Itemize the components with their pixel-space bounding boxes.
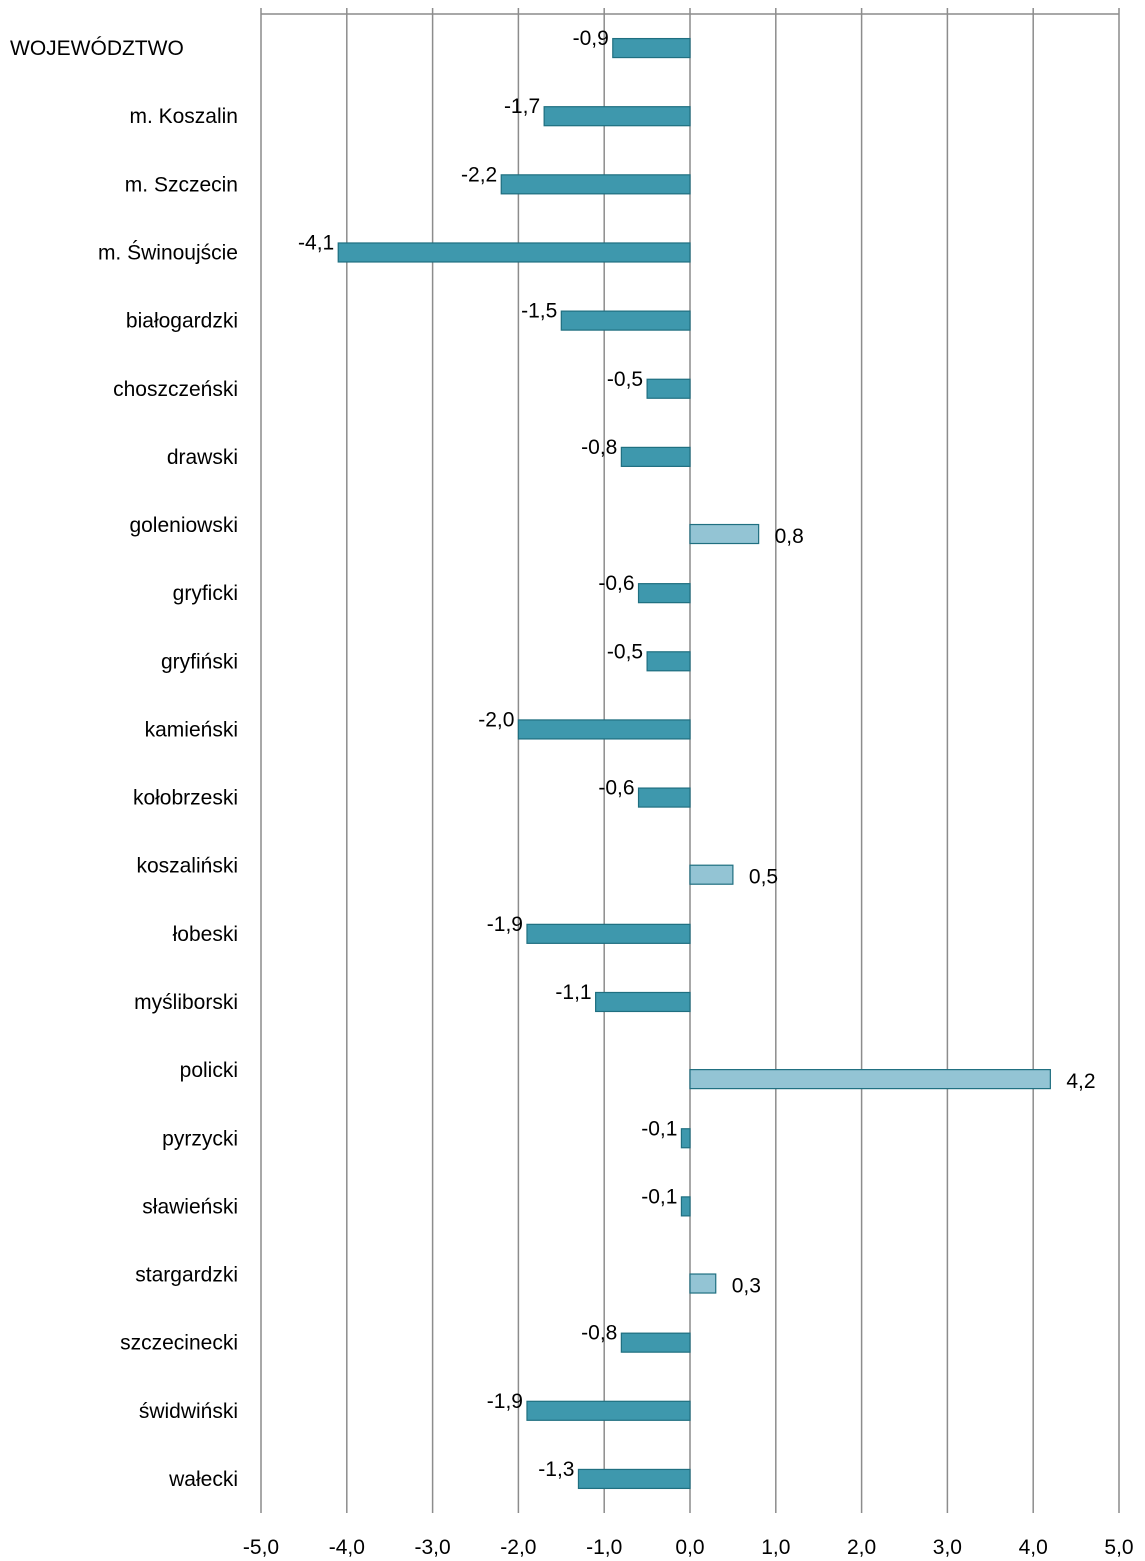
bar [646,378,691,399]
bar [526,923,691,944]
data-label: -0,8 [581,1322,617,1345]
category-label: policki [180,1059,238,1082]
bar [543,106,691,127]
category-labels: WOJEWÓDZTWO m. Koszalin m. Szczecin m. Świn… [10,37,238,1491]
bar [337,242,691,263]
data-label: 0,3 [732,1275,761,1298]
data-label: -2,2 [461,163,497,186]
data-label: -0,1 [641,1117,677,1140]
data-label: -1,3 [538,1458,574,1481]
bar [637,583,691,604]
data-label: -0,9 [573,27,609,50]
bar [680,1196,691,1217]
x-tick-label: 3,0 [933,1536,962,1559]
x-tick-label: -1,0 [586,1536,622,1559]
data-label: -0,5 [607,640,643,663]
bar [577,1468,691,1490]
bar [560,310,691,331]
category-label: drawski [167,446,238,469]
category-label: wałecki [168,1468,238,1491]
category-label: łobeski [173,923,238,946]
bar [689,523,760,545]
data-labels: -0,9 -1,7 -2,2 -4,1 -1,5 -0,5 -0,8 0,8 -0,6 -0,5 -… [298,27,1096,1481]
x-tick-label: -3,0 [415,1536,451,1559]
category-label: stargardzki [135,1264,238,1287]
category-label: gryficki [173,582,238,605]
data-label: -1,9 [487,1390,523,1413]
category-label: pyrzycki [162,1127,238,1150]
data-label: -0,5 [607,368,643,391]
data-label: -1,9 [487,913,523,936]
bar [689,1069,1051,1090]
data-label: -1,1 [555,981,591,1004]
category-label: koszaliński [136,855,238,878]
x-tick-label: 5,0 [1104,1536,1133,1559]
x-tick-label: -2,0 [500,1536,536,1559]
data-label: -0,1 [641,1185,677,1208]
x-tick-label: 2,0 [847,1536,876,1559]
data-label: -0,8 [581,436,617,459]
category-label: m. Koszalin [129,105,238,128]
category-label: świdwiński [139,1400,238,1423]
bar [689,864,734,885]
category-label: WOJEWÓDZTWO [10,37,184,60]
bar [517,719,691,740]
bar [620,446,691,467]
category-label: kamieński [145,718,238,741]
category-label: gryfiński [161,650,238,673]
x-tick-label: -4,0 [329,1536,365,1559]
bar [500,174,691,195]
bars [337,37,1051,1490]
bar [620,1332,691,1353]
x-tick-label: -5,0 [243,1536,279,1559]
data-label: -2,0 [478,708,514,731]
data-label: -0,6 [598,777,634,800]
data-label: -1,5 [521,300,557,323]
x-tick-label: 4,0 [1019,1536,1048,1559]
category-label: białogardzki [126,310,238,333]
data-label: -0,6 [598,572,634,595]
x-tick-label: 0,0 [675,1536,704,1559]
category-label: szczecinecki [120,1332,238,1355]
category-label: goleniowski [129,514,238,537]
category-label: m. Szczecin [125,173,238,196]
data-label: 0,8 [775,525,804,548]
bar [612,37,691,59]
data-label: 0,5 [749,866,778,889]
bar [646,651,691,672]
category-label: choszczeński [113,378,238,401]
category-label: kołobrzeski [133,787,238,810]
category-label: m. Świnoujście [98,240,238,264]
bar [680,1128,691,1149]
bar [689,1273,717,1294]
x-axis-tick-labels: -5,0 -4,0 -3,0 -2,0 -1,0 0,0 1,0 2,0 3,0 4,0 5,0 [243,1536,1134,1559]
bar [637,787,691,808]
category-label: myśliborski [134,991,238,1014]
x-tick-label: 1,0 [761,1536,790,1559]
data-label: 4,2 [1066,1070,1095,1093]
data-label: -4,1 [298,231,334,254]
data-label: -1,7 [504,95,540,118]
bar [526,1400,691,1421]
bar [595,991,691,1013]
category-label: sławieński [142,1195,238,1218]
